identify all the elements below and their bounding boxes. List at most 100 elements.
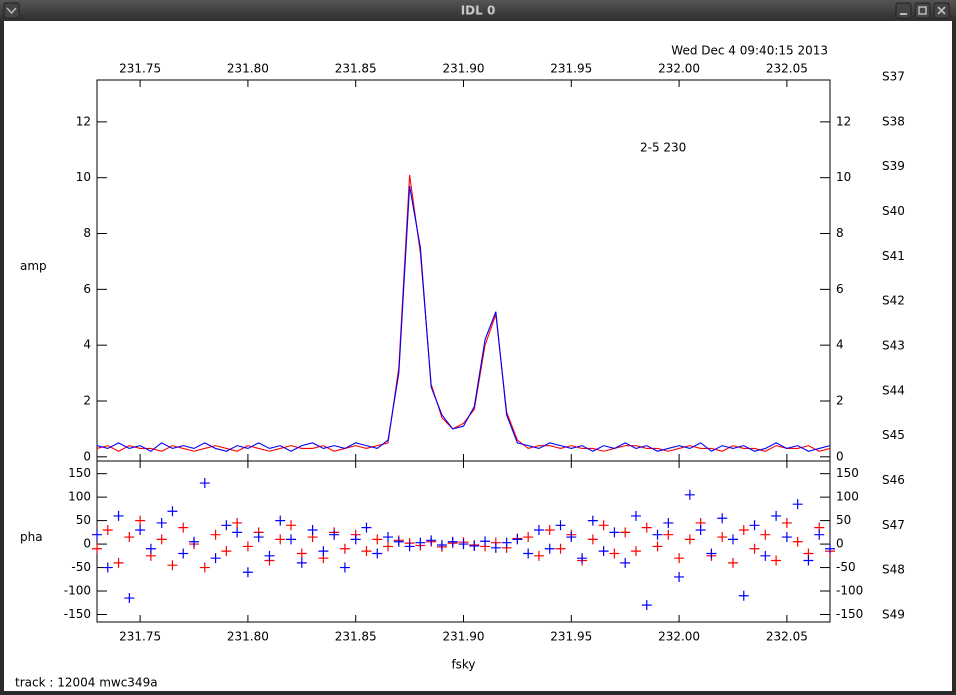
pha-point <box>221 520 232 531</box>
pha-point <box>544 525 555 535</box>
y-tick-label: 0 <box>83 449 91 463</box>
pha-point <box>286 534 297 545</box>
channel-label: S43 <box>882 338 905 352</box>
pha-point <box>738 525 749 535</box>
pha-point <box>275 534 286 545</box>
pha-point <box>727 557 738 568</box>
close-button[interactable] <box>933 2 950 19</box>
y-tick-label: 0 <box>83 537 91 551</box>
pha-point <box>760 550 771 561</box>
channel-label: S46 <box>882 473 905 487</box>
pha-point <box>781 532 792 543</box>
maximize-button[interactable] <box>914 2 931 19</box>
pha-point <box>307 525 318 535</box>
pha-point <box>296 557 307 568</box>
channel-label: S44 <box>882 383 905 397</box>
pha-point <box>167 506 178 517</box>
pha-point <box>587 515 598 526</box>
pha-point <box>609 548 620 559</box>
pha-point <box>426 535 437 546</box>
pha-point <box>717 532 728 543</box>
x-axis-label: fsky <box>451 658 475 672</box>
pha-point <box>792 536 803 547</box>
pha-point <box>318 546 329 557</box>
pha-point <box>113 510 124 521</box>
pha-point <box>609 527 620 538</box>
pha-point <box>404 541 415 552</box>
y2-tick-label: -150 <box>836 607 863 621</box>
pha-point <box>232 517 243 528</box>
pha-point <box>178 522 189 533</box>
pha-point <box>695 525 706 535</box>
x-tick-label: 232.00 <box>658 630 700 644</box>
y-tick-label: -50 <box>71 560 91 574</box>
y2-tick-label: 0 <box>836 537 844 551</box>
pha-point <box>630 546 641 557</box>
pha-point <box>113 557 124 568</box>
pha-point <box>210 529 221 540</box>
y-axis-label: pha <box>20 530 43 544</box>
channel-label: S49 <box>882 607 905 621</box>
pha-point <box>199 562 210 573</box>
pha-point <box>674 571 685 582</box>
x-tick-label: 231.75 <box>119 62 161 76</box>
y2-tick-label: 0 <box>836 449 844 463</box>
pha-point <box>749 543 760 554</box>
pha-point <box>803 555 814 566</box>
pha-point <box>242 541 253 552</box>
x-tick-label: 232.00 <box>658 62 700 76</box>
x-tick-label: 231.95 <box>550 630 592 644</box>
pha-point <box>684 489 695 500</box>
y2-tick-label: 50 <box>836 513 851 527</box>
y-tick-label: 12 <box>76 114 91 128</box>
pha-point <box>555 543 566 554</box>
pha-point <box>469 540 480 551</box>
plot-canvas <box>4 21 952 691</box>
y-tick-label: -100 <box>64 584 91 598</box>
pha-point <box>641 522 652 533</box>
pha-point <box>361 522 372 533</box>
pha-point <box>275 515 286 526</box>
pha-point <box>781 517 792 528</box>
y-axis-label: amp <box>20 259 47 273</box>
pha-point <box>92 543 102 554</box>
pha-point <box>760 529 771 540</box>
pha-point <box>135 525 146 535</box>
pha-point <box>630 510 641 521</box>
y2-tick-label: 8 <box>836 226 844 240</box>
window-menu-button[interactable] <box>3 2 20 19</box>
pha-point <box>350 534 361 545</box>
pha-point <box>738 590 749 601</box>
pha-point <box>232 527 243 538</box>
y-tick-label: 8 <box>83 226 91 240</box>
pha-point <box>329 529 340 540</box>
channel-label: S48 <box>882 563 905 577</box>
y-tick-label: 6 <box>83 282 91 296</box>
pha-point <box>286 520 297 531</box>
pha-point <box>210 553 221 564</box>
pha-point <box>533 525 544 535</box>
y2-tick-label: 10 <box>836 170 851 184</box>
pha-point <box>264 550 275 561</box>
y-tick-label: 100 <box>68 490 91 504</box>
y-tick-label: 4 <box>83 338 91 352</box>
track-label: track : 12004 mwc349a <box>15 676 158 690</box>
pha-point <box>178 548 189 559</box>
minimize-button[interactable] <box>895 2 912 19</box>
title-bar <box>0 0 956 21</box>
window-title: IDL 0 <box>461 4 496 18</box>
pha-point <box>92 529 102 540</box>
pha-point <box>415 537 426 548</box>
pha-point <box>436 540 447 551</box>
x-tick-label: 231.85 <box>335 62 377 76</box>
pha-point <box>145 543 156 554</box>
pha-point <box>124 593 135 604</box>
pha-point <box>523 548 534 559</box>
pha-point <box>480 536 491 547</box>
pha-point <box>814 529 825 540</box>
pha-point <box>124 532 135 543</box>
pha-point <box>533 550 544 561</box>
pha-point <box>555 520 566 531</box>
channel-label: S37 <box>882 70 905 84</box>
